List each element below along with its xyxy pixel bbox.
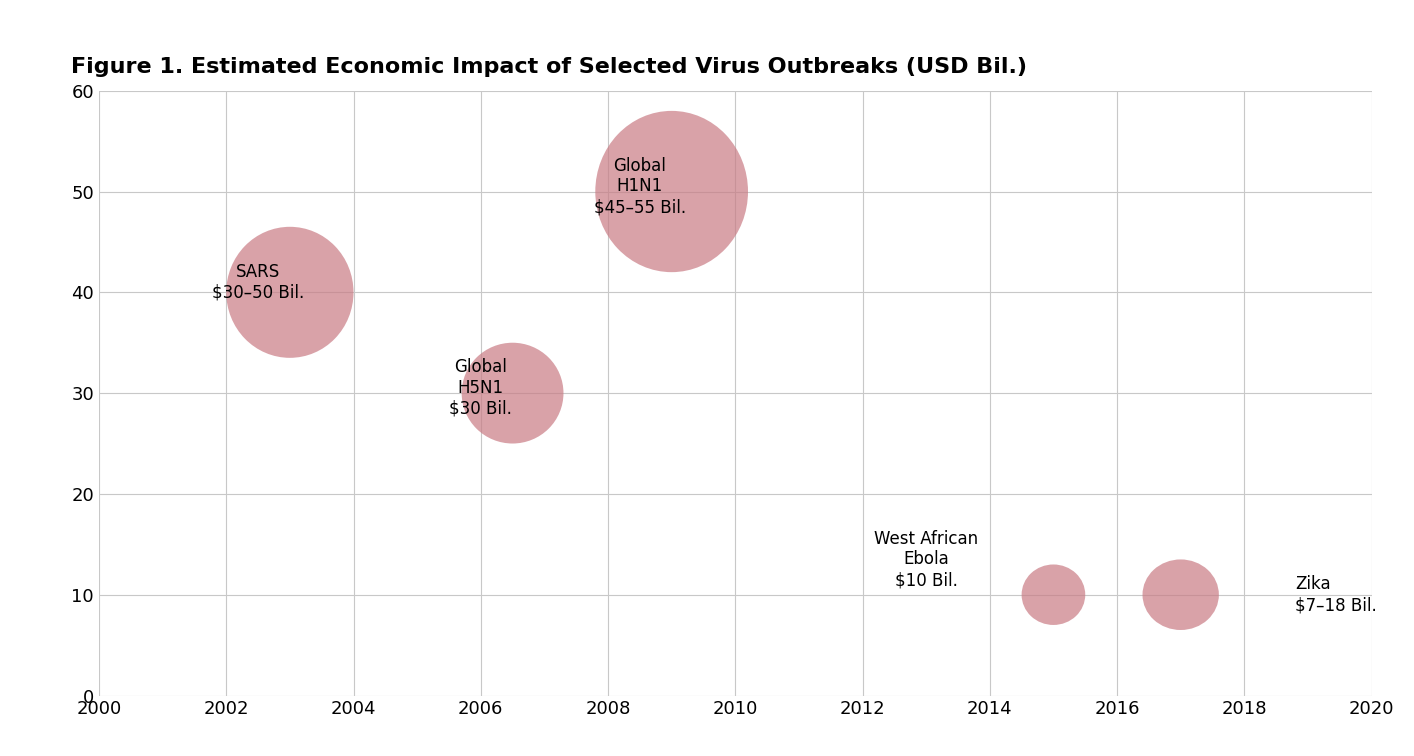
Text: West African
Ebola
$10 Bil.: West African Ebola $10 Bil.	[874, 530, 978, 589]
Ellipse shape	[595, 111, 748, 272]
Text: Figure 1. Estimated Economic Impact of Selected Virus Outbreaks (USD Bil.): Figure 1. Estimated Economic Impact of S…	[71, 57, 1027, 76]
Text: SARS
$30–50 Bil.: SARS $30–50 Bil.	[212, 263, 304, 302]
Ellipse shape	[1143, 559, 1219, 630]
Text: Global
H5N1
$30 Bil.: Global H5N1 $30 Bil.	[450, 358, 512, 418]
Ellipse shape	[226, 227, 354, 358]
Text: Zika
$7–18 Bil.: Zika $7–18 Bil.	[1295, 575, 1377, 614]
Text: Global
H1N1
$45–55 Bil.: Global H1N1 $45–55 Bil.	[594, 156, 686, 216]
Ellipse shape	[1022, 565, 1086, 625]
Ellipse shape	[461, 342, 563, 444]
